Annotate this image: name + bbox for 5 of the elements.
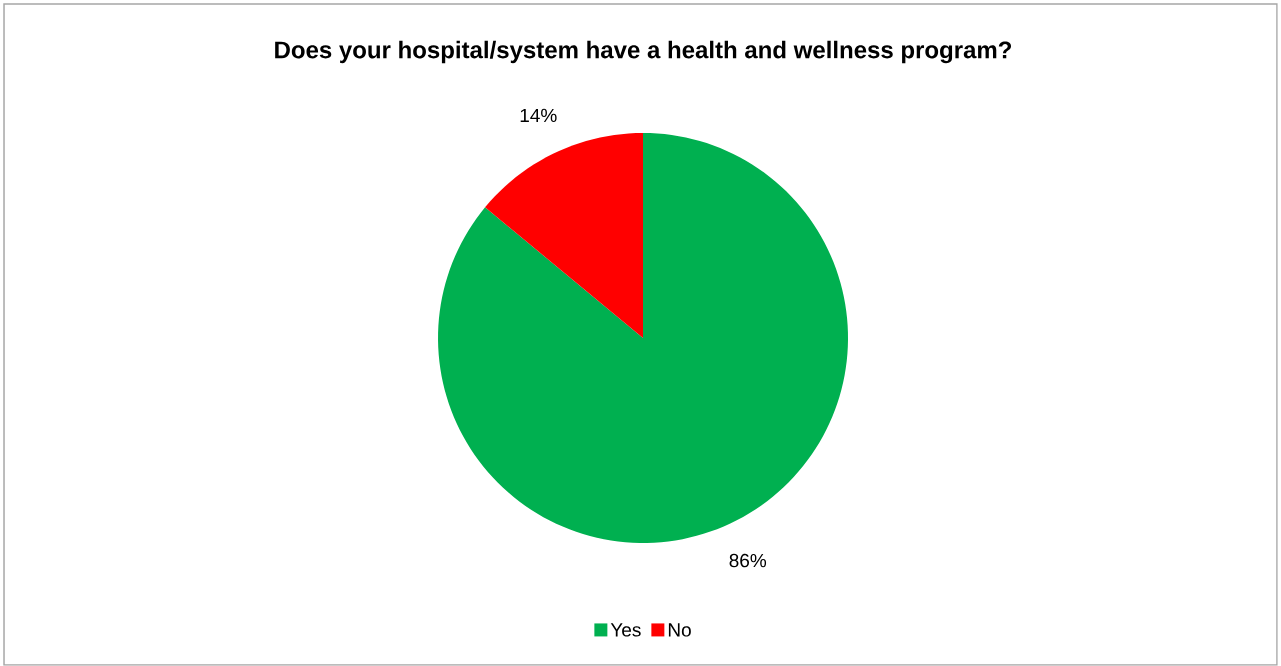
legend-label: Yes <box>610 623 641 637</box>
legend-label: No <box>668 623 691 637</box>
chart-title: Does your hospital/system have a health and wellness program? <box>275 40 1012 64</box>
data-label: 14% <box>520 108 557 123</box>
data-label: 86% <box>729 553 767 568</box>
